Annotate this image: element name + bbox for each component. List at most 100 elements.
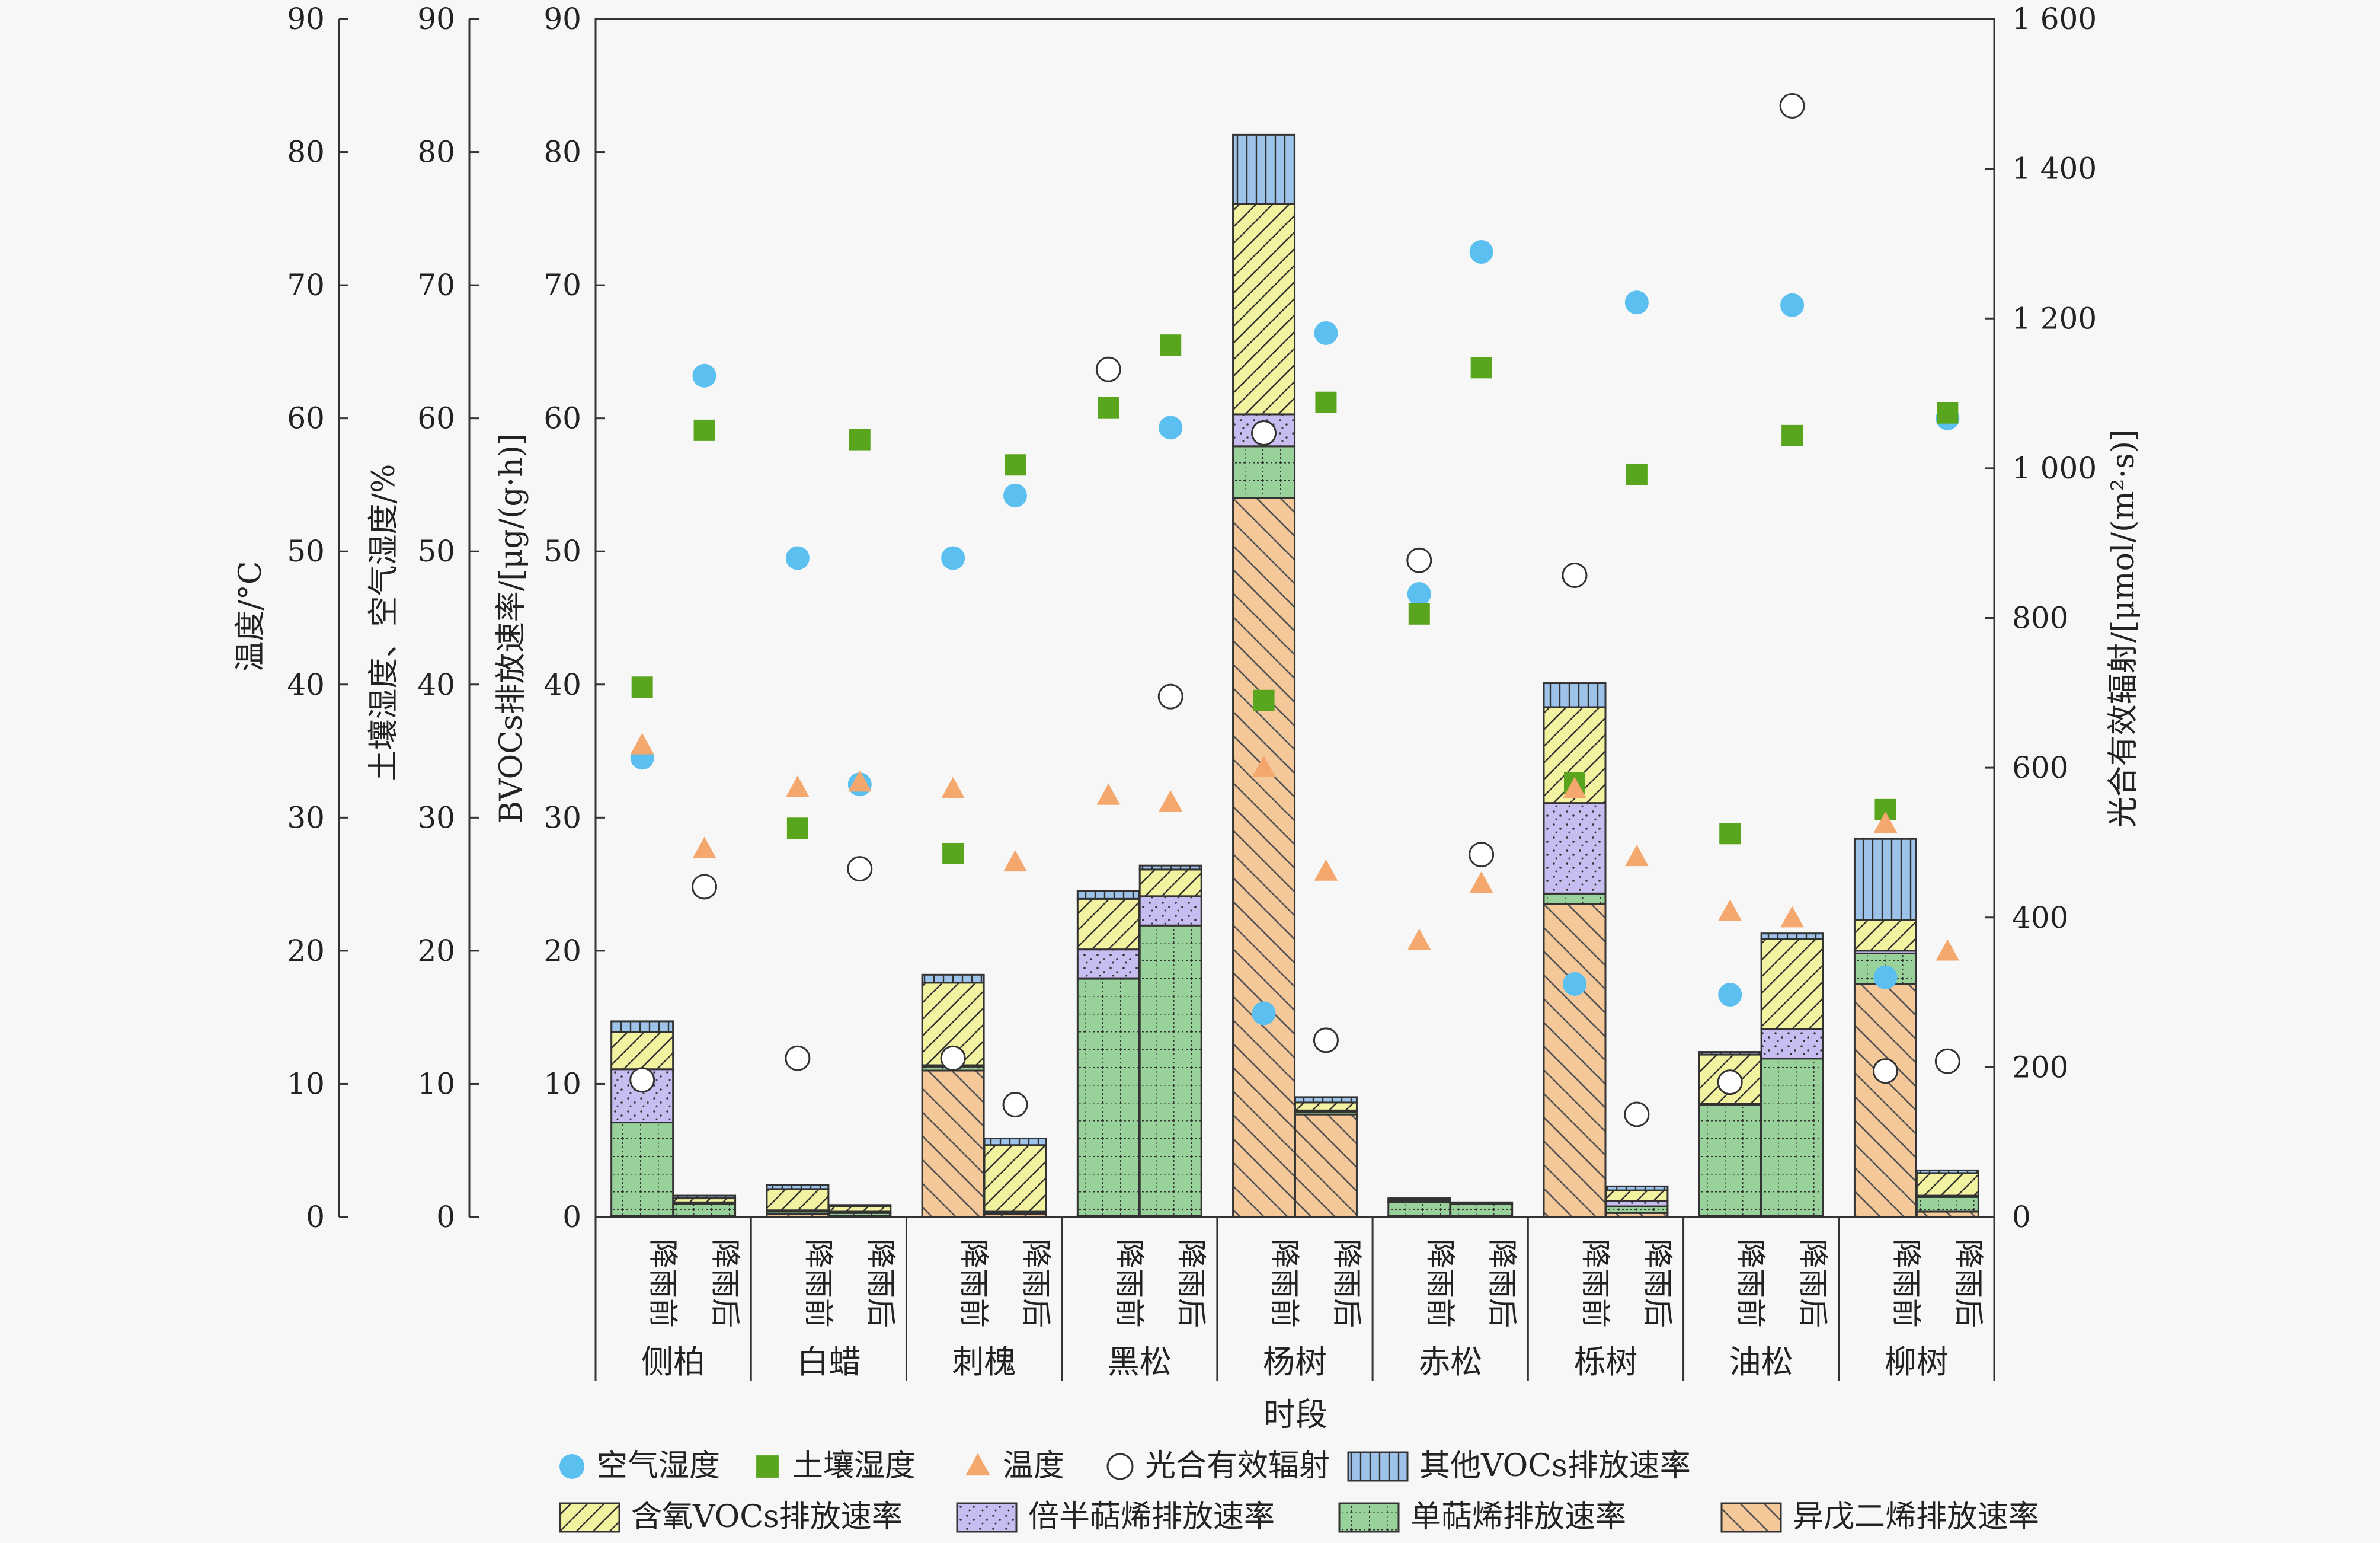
bar-segment-other	[921, 973, 985, 984]
point-soil_humidity	[693, 419, 715, 441]
bar-segment-other	[1760, 932, 1824, 940]
point-soil_humidity	[849, 429, 871, 451]
humidity-tick-label: 10	[417, 1066, 455, 1101]
species-label: 白蜡	[796, 1343, 860, 1381]
x-axis-title: 时段	[1263, 1396, 1327, 1433]
point-air_humidity	[1314, 321, 1338, 345]
bar-segment-other	[1915, 1169, 1979, 1174]
bar-segment-other	[1138, 864, 1202, 871]
period-label: 降雨后	[1329, 1239, 1364, 1328]
point-soil_humidity	[942, 842, 964, 864]
bvoc-tick-label: 20	[543, 934, 581, 968]
bar-segment-isoprene	[1543, 903, 1607, 1218]
bar-segment-other	[1294, 1096, 1358, 1104]
species-label: 油松	[1729, 1343, 1793, 1381]
humidity-tick-label: 70	[417, 268, 455, 302]
point-temperature	[1563, 777, 1586, 798]
species-label: 柳树	[1885, 1343, 1949, 1381]
bar-segment-oxygenated	[766, 1188, 830, 1212]
point-temperature	[1718, 899, 1742, 921]
bar-segment-oxygenated	[1760, 938, 1824, 1030]
period-label: 降雨后	[708, 1239, 743, 1328]
bar-segment-other	[673, 1194, 737, 1200]
temperature-tick-label: 60	[287, 401, 325, 436]
bar-segment-monoterpene	[1760, 1058, 1824, 1217]
point-par	[940, 1045, 966, 1071]
bar-segment-monoterpene	[1915, 1196, 1979, 1213]
point-soil_humidity	[1937, 402, 1959, 424]
axes-layer: 0 0 0 10 10 10 20 20 20 30 30 30 40 40 40 50 50 50 60 60 60 7…	[287, 2, 2097, 1234]
point-air_humidity	[1624, 290, 1649, 315]
point-par	[1406, 547, 1432, 573]
species-label: 栎树	[1573, 1343, 1637, 1381]
bar-segment-other	[610, 1020, 674, 1033]
bar-segment-other	[1853, 838, 1917, 921]
bvoc-tick-label: 70	[543, 268, 581, 302]
point-soil_humidity	[1626, 463, 1648, 485]
period-label: 降雨后	[1019, 1239, 1053, 1328]
humidity-tick-label: 80	[417, 135, 455, 170]
point-soil_humidity	[1781, 424, 1803, 446]
point-soil_humidity	[1098, 397, 1119, 419]
point-par	[1095, 356, 1121, 382]
bar-segment-monoterpene	[1076, 977, 1140, 1217]
bvoc-tick-label: 10	[543, 1066, 581, 1101]
temperature-tick-label: 90	[287, 2, 325, 36]
legend-swatch-air_humidity	[559, 1454, 584, 1479]
bvoc-tick-label: 30	[543, 800, 581, 835]
temperature-tick-label: 40	[287, 667, 325, 702]
period-label: 降雨后	[1485, 1239, 1520, 1328]
point-soil_humidity	[1408, 603, 1430, 625]
legend-swatch-oxygenated	[559, 1502, 620, 1533]
species-label: 侧柏	[641, 1343, 705, 1381]
point-temperature	[1780, 906, 1804, 928]
bar-segment-oxygenated	[1915, 1172, 1979, 1197]
bar-segment-oxygenated	[983, 1144, 1047, 1213]
point-temperature	[1096, 783, 1121, 805]
period-label: 降雨前	[1733, 1239, 1768, 1328]
bar-segment-monoterpene	[673, 1203, 737, 1217]
bar-segment-oxygenated	[1605, 1189, 1669, 1202]
bvoc-tick-label: 90	[543, 2, 581, 36]
points-layer	[629, 93, 1960, 1127]
point-temperature	[1314, 859, 1338, 881]
bar-segment-oxygenated	[1294, 1101, 1358, 1111]
period-label: 降雨前	[1423, 1239, 1457, 1328]
bar-segment-oxygenated	[1076, 897, 1140, 951]
point-soil_humidity	[1315, 391, 1337, 413]
temperature-tick-label: 10	[287, 1066, 325, 1101]
point-air_humidity	[1407, 582, 1431, 606]
period-label: 降雨后	[1951, 1239, 1985, 1328]
humidity-tick-label: 0	[436, 1200, 455, 1234]
temperature-tick-label: 20	[287, 934, 325, 968]
par-tick-label: 800	[2012, 601, 2068, 635]
point-par	[847, 856, 873, 882]
point-soil_humidity	[1005, 454, 1026, 476]
point-par	[1717, 1069, 1743, 1095]
point-temperature	[1469, 871, 1493, 893]
point-air_humidity	[1252, 1001, 1276, 1026]
legend-label: 倍半萜烯排放速率	[1028, 1499, 1275, 1535]
legend-swatch-isoprene	[1720, 1502, 1782, 1533]
bar-segment-monoterpene	[1605, 1205, 1669, 1214]
point-par	[1157, 683, 1183, 710]
bar-segment-other	[1698, 1051, 1762, 1056]
point-temperature	[786, 775, 810, 797]
bar-segment-other	[1387, 1197, 1451, 1201]
point-par	[785, 1045, 811, 1071]
humidity-tick-label: 60	[417, 401, 455, 436]
bar-segment-sesquiterpene	[1760, 1028, 1824, 1060]
legend-label: 单萜烯排放速率	[1410, 1499, 1626, 1535]
par-tick-label: 0	[2012, 1200, 2031, 1234]
point-soil_humidity	[1253, 689, 1275, 711]
bar-segment-monoterpene	[610, 1122, 674, 1217]
point-temperature	[1625, 845, 1649, 867]
bar-segment-other	[766, 1184, 830, 1190]
humidity-tick-label: 40	[417, 667, 455, 702]
bar-segment-oxygenated	[610, 1031, 674, 1071]
point-air_humidity	[692, 363, 716, 388]
humidity-tick-label: 20	[417, 934, 455, 968]
humidity-tick-label: 90	[417, 2, 455, 36]
period-label: 降雨后	[863, 1239, 898, 1328]
